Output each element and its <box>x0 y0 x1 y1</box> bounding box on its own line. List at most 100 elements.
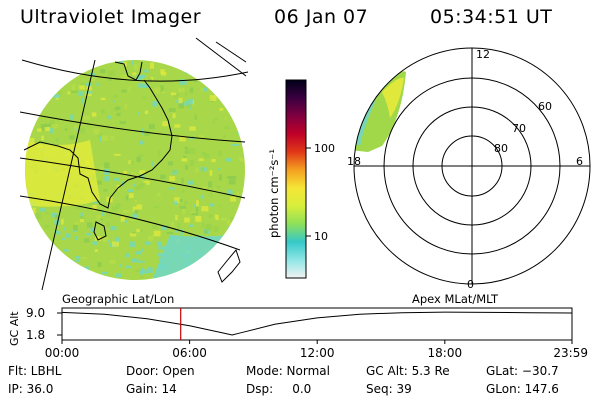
geo-emission-pixel <box>219 108 224 111</box>
geo-emission-pixel <box>25 199 27 205</box>
geo-emission-pixel <box>60 256 64 263</box>
geo-emission-pixel <box>25 101 26 104</box>
geo-emission-pixel <box>178 271 185 277</box>
geo-emission-pixel <box>175 215 178 221</box>
geo-longitude-line-3 <box>215 41 247 63</box>
geo-emission-pixel <box>125 195 129 201</box>
geo-emission-pixel <box>189 224 193 227</box>
geo-emission-pixel <box>121 89 127 93</box>
geo-emission-pixel <box>63 249 69 252</box>
geo-emission-pixel <box>222 270 227 277</box>
geo-emission-pixel <box>187 180 194 185</box>
geo-emission-pixel <box>184 92 188 96</box>
polar-emission-yellow <box>382 77 404 118</box>
geo-emission-pixel <box>27 130 32 134</box>
geo-emission-pixel <box>183 155 187 158</box>
geo-emission-pixel <box>236 126 243 131</box>
geo-emission-pixel <box>32 85 40 89</box>
geo-emission-pixel <box>25 94 26 100</box>
geo-emission-pixel <box>168 108 176 112</box>
geo-emission-pixel <box>125 265 132 269</box>
geo-emission-pixel <box>158 257 162 261</box>
geo-emission-pixel <box>140 275 144 279</box>
geo-emission-pixel <box>178 87 185 92</box>
geo-emission-pixel <box>208 278 211 280</box>
geo-emission-pixel <box>227 226 231 230</box>
geo-emission-pixel <box>168 187 175 190</box>
geo-emission-pixel <box>136 75 143 80</box>
geo-emission-pixel <box>55 261 60 265</box>
geo-emission-pixel <box>138 83 146 88</box>
geo-emission-pixel <box>203 153 210 158</box>
geo-emission-pixel <box>60 278 65 280</box>
date-label: 06 Jan 07 <box>274 6 369 28</box>
geo-emission-pixel <box>204 229 208 234</box>
geo-emission-pixel <box>135 251 142 255</box>
geo-emission-pixel <box>184 150 189 154</box>
geo-emission-pixel <box>184 217 190 223</box>
geo-emission-pixel <box>213 117 218 121</box>
geo-emission-pixel <box>125 253 130 258</box>
geo-emission-pixel <box>195 168 199 173</box>
geo-emission-pixel <box>196 200 199 207</box>
geo-emission-pixel <box>158 252 165 257</box>
geo-emission-pixel <box>61 218 64 225</box>
geo-emission-pixel <box>74 128 78 131</box>
geo-emission-pixel <box>96 83 100 86</box>
geo-emission-pixel <box>110 226 117 231</box>
geo-emission-pixel <box>25 128 28 132</box>
geo-emission-pixel <box>152 225 158 229</box>
geo-emission-pixel <box>108 77 112 81</box>
geo-emission-pixel <box>191 213 198 216</box>
geo-emission-pixel <box>83 279 89 280</box>
geo-emission-pixel <box>137 112 140 115</box>
colorbar-bar <box>285 79 307 279</box>
geo-emission-pixel <box>85 276 92 280</box>
geo-emission-pixel <box>228 180 236 185</box>
geo-emission-pixel <box>178 97 183 104</box>
geo-emission-pixel <box>236 239 241 244</box>
geo-emission-pixel <box>123 170 127 175</box>
status-door: Door: Open <box>126 364 195 378</box>
geo-emission-pixel <box>135 269 141 272</box>
x-tick-label: 06:00 <box>172 346 207 360</box>
geo-emission-pixel <box>114 237 120 243</box>
colorbar-tick-100: 100 <box>314 142 335 155</box>
geo-emission-pixel <box>217 167 221 170</box>
geo-emission-pixel <box>75 256 81 259</box>
geo-emission-pixel <box>219 174 222 181</box>
geo-emission-pixel <box>188 98 194 105</box>
geo-emission-pixel <box>112 241 119 247</box>
geo-emission-pixel <box>200 266 206 269</box>
geo-emission-pixel <box>194 114 197 120</box>
geo-emission-pixel <box>218 256 224 260</box>
geo-emission-pixel <box>234 94 237 98</box>
geo-emission-pixel <box>230 196 236 202</box>
geo-emission-pixel <box>127 189 134 193</box>
geo-emission-pixel <box>227 189 233 195</box>
geo-emission-pixel <box>138 260 145 263</box>
geo-emission-pixel <box>189 126 196 131</box>
geo-emission-pixel <box>100 109 105 114</box>
polar-mlt-18: 18 <box>347 155 361 168</box>
geo-emission-pixel <box>41 105 45 111</box>
geo-emission-pixel <box>210 68 217 72</box>
geo-emission-pixel <box>180 229 183 236</box>
geo-emission-pixel <box>119 264 122 267</box>
geo-emission-pixel <box>170 92 177 96</box>
geo-emission-pixel <box>25 227 29 233</box>
geo-emission-pixel <box>167 161 173 166</box>
geo-emission-pixel <box>166 231 174 235</box>
geo-emission-pixel <box>212 71 215 77</box>
geo-emission-pixel <box>189 137 195 140</box>
geo-emission-pixel <box>100 97 106 100</box>
geo-emission-pixel <box>45 61 49 67</box>
status-seq: Seq: 39 <box>366 382 412 396</box>
geo-emission-pixel <box>32 207 36 214</box>
geo-emission-pixel <box>161 225 167 230</box>
geo-emission-pixel <box>144 84 150 88</box>
polar-mlt-12: 12 <box>476 48 490 61</box>
geo-emission-pixel <box>129 172 132 175</box>
geo-emission-pixel <box>154 206 159 209</box>
geo-emission-pixel <box>240 256 245 261</box>
